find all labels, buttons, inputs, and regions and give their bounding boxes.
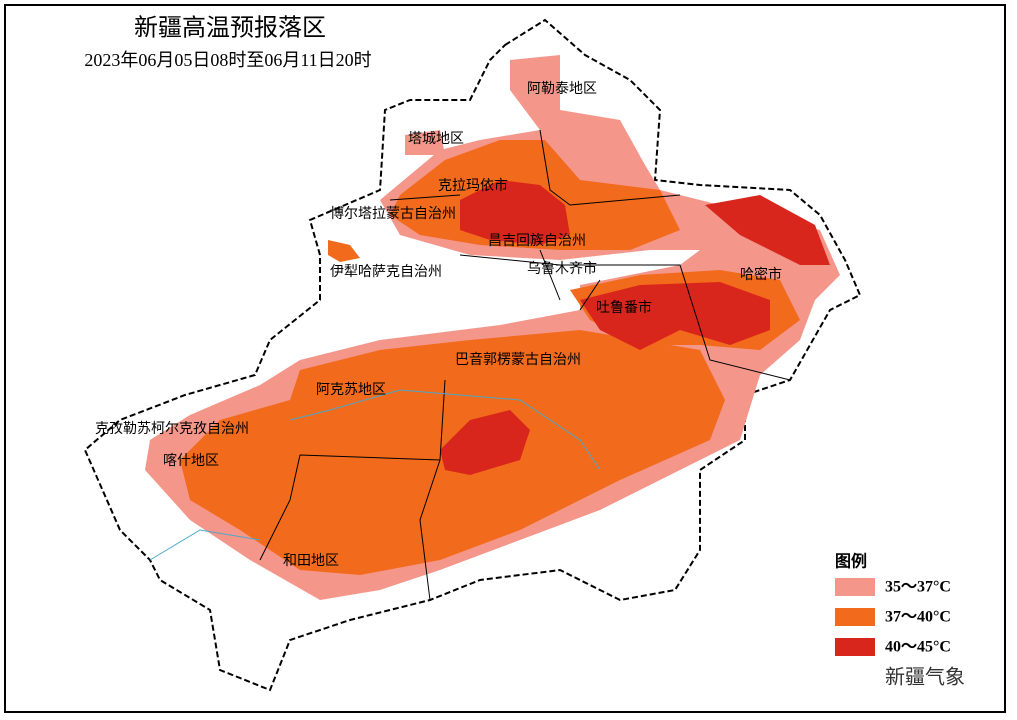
region-label: 博尔塔拉蒙古自治州 [330, 205, 456, 222]
heat-zone [460, 180, 570, 245]
region-label: 巴音郭楞蒙古自治州 [455, 351, 581, 368]
heat-zone [705, 195, 830, 265]
heat-zone [440, 410, 530, 475]
region-label: 乌鲁木齐市 [527, 260, 597, 277]
title: 新疆高温预报落区 [134, 15, 326, 42]
region-label: 喀什地区 [163, 453, 219, 469]
region-label: 克孜勒苏柯尔克孜自治州 [95, 421, 249, 437]
region-label: 伊犁哈萨克自治州 [330, 264, 442, 280]
watermark: 新疆气象 [885, 665, 965, 688]
legend-swatch [835, 608, 875, 626]
rivers [149, 389, 601, 561]
heat-zones [145, 55, 840, 600]
region-label: 和田地区 [283, 553, 339, 569]
legend-swatch [835, 638, 875, 656]
legend-label: 37～40°C [885, 609, 951, 626]
region-label: 阿勒泰地区 [527, 81, 597, 97]
legend-label: 40～45°C [885, 639, 951, 656]
heat-zone [328, 240, 360, 262]
boundaries [259, 129, 791, 601]
legend-swatch [835, 578, 875, 596]
region-label: 哈密市 [740, 266, 782, 283]
region-label: 阿克苏地区 [316, 382, 386, 398]
heat-zone [580, 282, 770, 350]
region-label: 克拉玛依市 [438, 177, 508, 194]
legend-label: 35～37°C [885, 579, 951, 596]
subtitle: 2023年06月05日08时至06月11日20时 [84, 50, 371, 70]
region-borders [149, 129, 791, 601]
legend-title: 图例 [835, 552, 867, 571]
region-label: 塔城地区 [408, 131, 464, 147]
heat-zone [405, 130, 445, 155]
region-label: 昌吉回族自治州 [488, 233, 586, 249]
region-label: 吐鲁番市 [596, 299, 652, 316]
